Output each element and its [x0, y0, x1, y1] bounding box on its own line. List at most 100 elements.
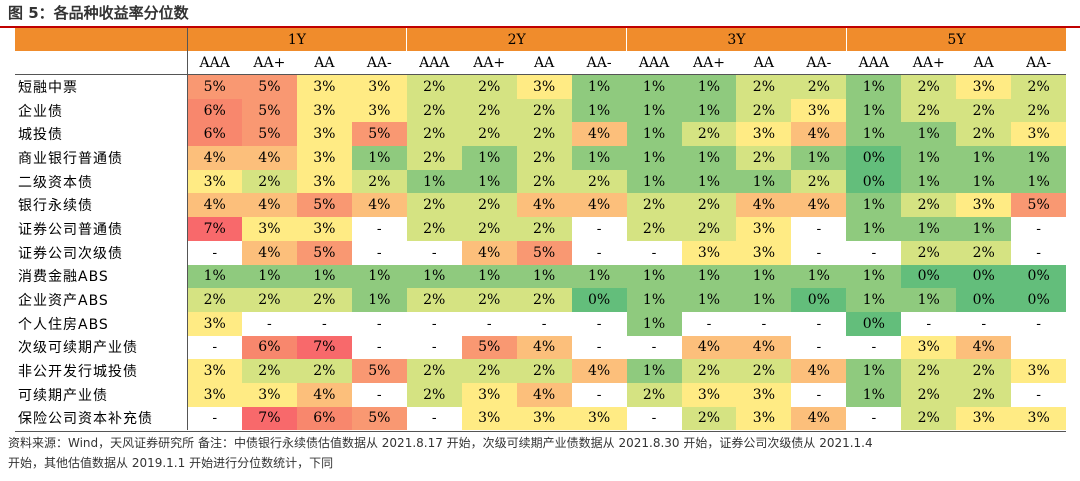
rating-header: AAA	[186, 51, 242, 75]
heatmap-cell: -	[626, 240, 682, 265]
heatmap-cell: 2%	[901, 406, 957, 431]
heatmap-cell: 2%	[406, 193, 462, 218]
row-label: 商业银行普通债	[18, 150, 123, 167]
heatmap-cell: 0%	[901, 264, 957, 289]
source-note-line-1: 资料来源：Wind，天风证券研究所 备注：中债银行永续债估值数据从 2021.8…	[8, 436, 873, 450]
heatmap-cell: 7%	[241, 406, 297, 431]
period-header-row: 1Y 2Y 3Y 5Y	[15, 28, 1067, 51]
period-header-3y: 3Y	[626, 28, 847, 51]
heatmap-cell: 1%	[791, 264, 847, 289]
heatmap-cell: 0%	[956, 264, 1012, 289]
heatmap-cell: 3%	[516, 74, 572, 99]
row-label: 保险公司资本补充债	[18, 411, 153, 428]
heatmap-cell: 3%	[736, 240, 792, 265]
heatmap-cell: 1%	[626, 311, 682, 336]
heatmap-cell: 1%	[626, 359, 682, 383]
heatmap-cell: 3%	[681, 382, 737, 407]
heatmap-cell: 1%	[626, 169, 682, 194]
heatmap-cell: 3%	[1011, 359, 1067, 383]
heatmap-cell: 1%	[461, 264, 517, 289]
row-label: 企业资产ABS	[18, 293, 109, 310]
heatmap-cell: 1%	[681, 169, 737, 194]
heatmap-cell: 2%	[406, 217, 462, 241]
heatmap-cell: 2%	[571, 169, 627, 194]
heatmap-cell: 0%	[1011, 264, 1067, 289]
heatmap-cell: 2%	[901, 193, 957, 218]
heatmap-cell: 1%	[681, 98, 737, 123]
heatmap-cell: 2%	[406, 359, 462, 383]
heatmap-cell: 1%	[681, 264, 737, 289]
heatmap-cell: 1%	[846, 98, 902, 123]
heatmap-cell: 2%	[461, 288, 517, 312]
heatmap-cell: 4%	[516, 335, 572, 360]
heatmap-cell: -	[571, 311, 627, 336]
heatmap-cell: 1%	[626, 74, 682, 99]
heatmap-cell: 2%	[406, 146, 462, 170]
heatmap-cell: 1%	[296, 264, 352, 289]
heatmap-cell: 2%	[901, 74, 957, 99]
heatmap-cell: -	[516, 311, 572, 336]
heatmap-cell: 2%	[406, 122, 462, 147]
heatmap-cell: 4%	[186, 193, 242, 218]
heatmap-cell: 1%	[736, 288, 792, 312]
heatmap-cell: -	[186, 406, 242, 431]
heatmap-cell: 2%	[516, 359, 572, 383]
table-row: 非公开发行城投债 3% 2% 2% 5% 2% 2% 2% 4% 1% 2% 2% 4% 1% 2% 2% 3%	[15, 359, 1067, 383]
heatmap-cell: 4%	[296, 382, 352, 407]
heatmap-cell: 1%	[846, 382, 902, 407]
heatmap-cell: 3%	[186, 359, 242, 383]
heatmap-cell: 2%	[516, 122, 572, 147]
heatmap-cell: 3%	[901, 335, 957, 360]
heatmap-cell: -	[351, 217, 407, 241]
heatmap-cell: 7%	[186, 217, 242, 241]
heatmap-cell: 5%	[296, 240, 352, 265]
heatmap-cell: 5%	[351, 359, 407, 383]
heatmap-cell: 1%	[461, 146, 517, 170]
heatmap-cell: 1%	[571, 264, 627, 289]
heatmap-cell: 3%	[1011, 406, 1067, 431]
rating-header: AA	[736, 51, 792, 75]
heatmap-cell: 2%	[681, 193, 737, 218]
heatmap-cell: -	[791, 240, 847, 265]
heatmap-cell: 2%	[406, 98, 462, 123]
heatmap-cell: 1%	[901, 217, 957, 241]
heatmap-cell: 5%	[1011, 193, 1067, 218]
period-header-5y: 5Y	[845, 28, 1067, 51]
heatmap-cell: -	[956, 311, 1012, 336]
heatmap-cell: 3%	[296, 122, 352, 147]
heatmap-cell: 1%	[846, 74, 902, 99]
heatmap-cell	[1011, 335, 1067, 360]
rating-header: AA-	[571, 51, 627, 75]
heatmap-cell: 3%	[461, 406, 517, 431]
rating-header: AA-	[1011, 51, 1067, 75]
heatmap-cell: -	[1011, 311, 1067, 336]
percentile-heatmap-table: 1Y 2Y 3Y 5Y AAA AA+ AA AA- AAA AA+ AA AA- AAA AA+ AA A…	[15, 28, 1067, 431]
heatmap-cell: 1%	[461, 169, 517, 194]
heatmap-cell: 4%	[736, 335, 792, 360]
heatmap-cell: 2%	[681, 217, 737, 241]
heatmap-cell: -	[1011, 382, 1067, 407]
heatmap-cell: 2%	[901, 382, 957, 407]
heatmap-cell: 1%	[736, 264, 792, 289]
heatmap-cell: 2%	[461, 98, 517, 123]
row-label: 消费金融ABS	[18, 269, 109, 286]
row-label: 可续期产业债	[18, 387, 108, 404]
heatmap-cell: -	[1011, 240, 1067, 265]
heatmap-cell: 3%	[296, 98, 352, 123]
table-row: 保险公司资本补充债 -7% 6% 5% -3% 3% 3% -2% 3% 4% -2% 3% 3%	[15, 406, 1067, 431]
row-label: 证券公司普通债	[18, 221, 123, 238]
header-corner	[15, 28, 187, 51]
heatmap-cell: 3%	[296, 217, 352, 241]
heatmap-cell: 2%	[901, 98, 957, 123]
heatmap-cell: 1%	[846, 359, 902, 383]
heatmap-cell: 2%	[681, 122, 737, 147]
heatmap-cell: 2%	[516, 288, 572, 312]
heatmap-cell: 1%	[681, 74, 737, 99]
rating-header: AA-	[351, 51, 407, 75]
heatmap-cell: 2%	[186, 288, 242, 312]
heatmap-cell: 1%	[186, 264, 242, 289]
row-label: 次级可续期产业债	[18, 340, 138, 357]
heatmap-cell: -	[846, 240, 902, 265]
heatmap-cell: 3%	[351, 74, 407, 99]
heatmap-cell: 1%	[1011, 146, 1067, 170]
